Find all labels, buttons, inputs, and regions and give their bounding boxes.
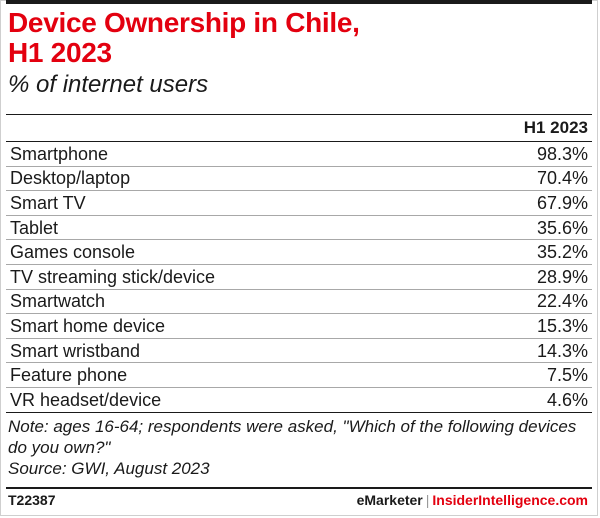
device-label: Smartphone xyxy=(6,141,444,167)
table-row: Tablet 35.6% xyxy=(6,215,592,241)
ownership-value: 15.3% xyxy=(443,313,592,339)
brand-credit: eMarketer | InsiderIntelligence.com xyxy=(357,492,588,508)
table-row: Smart home device 15.3% xyxy=(6,313,592,339)
data-table: H1 2023 Smartphone 98.3% Desktop/laptop 70.… xyxy=(6,114,592,413)
table-row: Smartphone 98.3% xyxy=(6,141,592,167)
table-header-row: H1 2023 xyxy=(6,114,592,142)
device-label: VR headset/device xyxy=(6,387,444,413)
table-row: Feature phone 7.5% xyxy=(6,362,592,388)
chart-title: Device Ownership in Chile, H1 2023 xyxy=(8,8,588,68)
footnote: Note: ages 16-64; respondents were asked… xyxy=(8,417,577,457)
table-row: Smart wristband 14.3% xyxy=(6,338,592,364)
footer-rule xyxy=(6,487,592,489)
device-label: Tablet xyxy=(6,215,444,241)
ownership-value: 28.9% xyxy=(443,264,592,290)
table-row: Desktop/laptop 70.4% xyxy=(6,166,592,192)
device-label: Feature phone xyxy=(6,362,444,388)
device-label: Games console xyxy=(6,239,444,265)
device-label: Smart wristband xyxy=(6,338,444,364)
ownership-value: 35.6% xyxy=(443,215,592,241)
device-label: Desktop/laptop xyxy=(6,166,444,192)
value-column-header: H1 2023 xyxy=(443,114,592,142)
table-row: VR headset/device 4.6% xyxy=(6,387,592,413)
device-label: Smart TV xyxy=(6,190,444,216)
ownership-value: 70.4% xyxy=(443,166,592,192)
ownership-value: 14.3% xyxy=(443,338,592,364)
ownership-value: 7.5% xyxy=(443,362,592,388)
table-row: Games console 35.2% xyxy=(6,239,592,265)
brand-separator: | xyxy=(425,492,430,508)
device-label: Smart home device xyxy=(6,313,444,339)
brand-insider-intelligence: InsiderIntelligence.com xyxy=(432,492,588,508)
chart-id: T22387 xyxy=(8,492,56,508)
table-row: Smart TV 67.9% xyxy=(6,190,592,216)
table-body: Smartphone 98.3% Desktop/laptop 70.4% Smart … xyxy=(6,141,592,413)
chart-subtitle: % of internet users xyxy=(8,71,209,98)
ownership-value: 67.9% xyxy=(443,190,592,216)
device-label: TV streaming stick/device xyxy=(6,264,444,290)
table-row: Smartwatch 22.4% xyxy=(6,289,592,315)
label-column-header xyxy=(6,114,444,142)
table-row: TV streaming stick/device 28.9% xyxy=(6,264,592,290)
ownership-value: 22.4% xyxy=(443,289,592,315)
device-label: Smartwatch xyxy=(6,289,444,315)
source-line: Source: GWI, August 2023 xyxy=(8,459,210,478)
brand-emarketer: eMarketer xyxy=(356,492,423,508)
title-line-1: Device Ownership in Chile, xyxy=(8,7,360,38)
ownership-value: 4.6% xyxy=(443,387,592,413)
top-rule xyxy=(6,0,592,4)
ownership-value: 35.2% xyxy=(443,239,592,265)
ownership-value: 98.3% xyxy=(443,141,592,167)
title-line-2: H1 2023 xyxy=(8,37,112,68)
